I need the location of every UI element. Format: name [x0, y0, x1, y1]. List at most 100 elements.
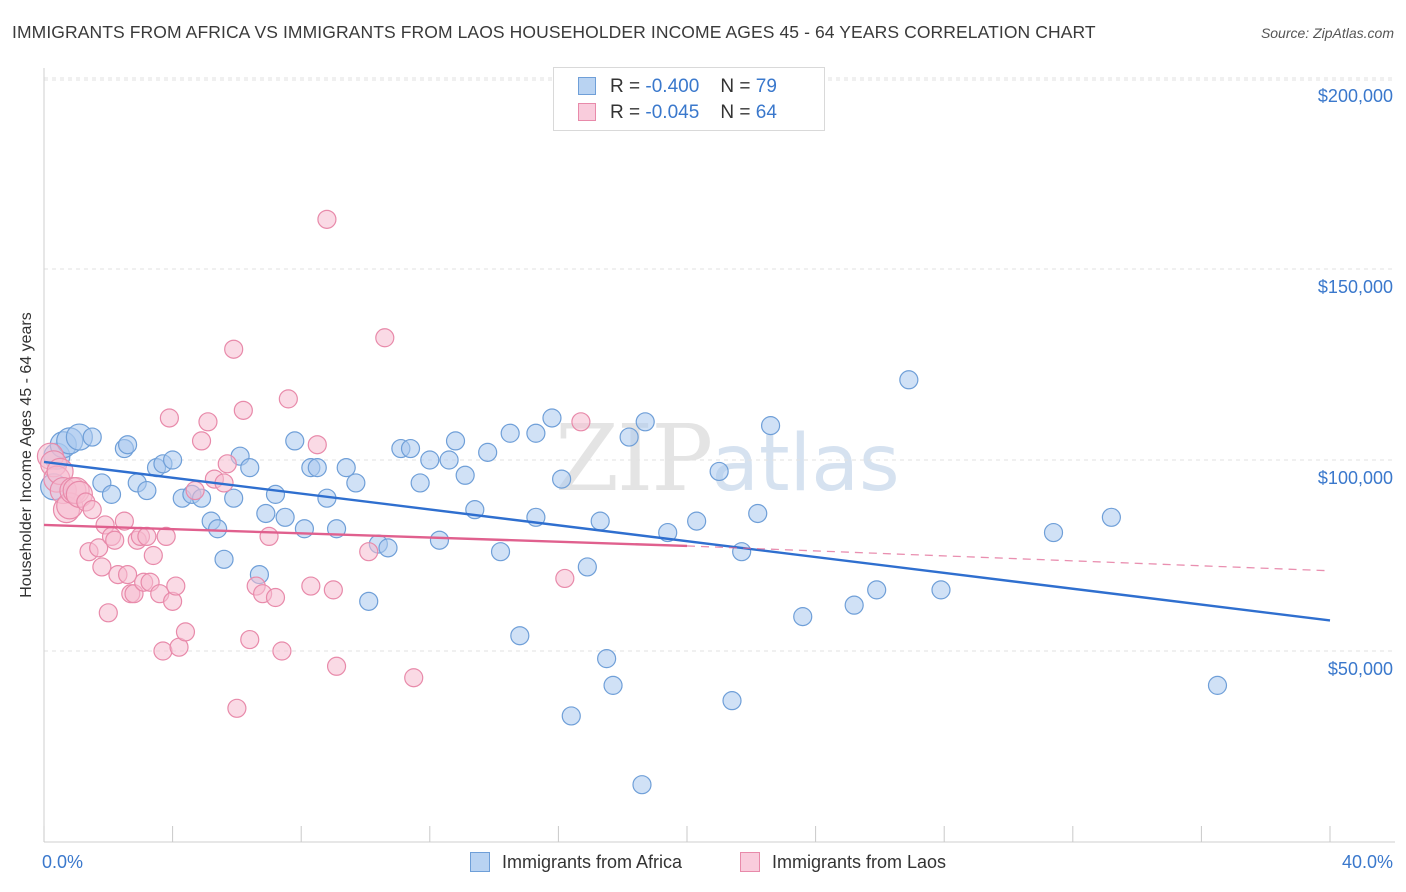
data-point-laos-51	[265, 587, 286, 608]
data-point-africa-31	[307, 458, 327, 478]
data-point-africa-73	[867, 580, 887, 600]
data-point-laos-27	[137, 526, 157, 547]
data-point-africa-44	[439, 450, 459, 470]
legend-row-africa: R = -0.400 N = 79	[578, 76, 777, 98]
y-axis-label: Householder Income Ages 45 - 64 years	[18, 312, 35, 598]
y-tick-label-100000: $100,000	[1317, 468, 1393, 488]
data-point-laos-59	[359, 542, 379, 562]
data-point-laos-47	[240, 629, 260, 650]
data-point-laos-46	[233, 400, 253, 420]
data-point-laos-21	[117, 564, 138, 585]
data-point-africa-40	[400, 438, 421, 459]
legend-n-label-laos: N =	[720, 102, 751, 123]
data-point-laos-55	[307, 435, 327, 455]
data-point-africa-66	[709, 461, 729, 482]
bottom-legend-label-africa: Immigrants from Africa	[502, 852, 683, 872]
trend-line-africa	[43, 460, 1331, 622]
data-point-laos-38	[185, 480, 205, 501]
data-point-laos-63	[571, 412, 591, 432]
data-point-laos-33	[159, 408, 179, 428]
data-point-africa-70	[760, 416, 781, 436]
watermark-atlas: atlas	[711, 419, 900, 509]
data-point-laos-31	[153, 641, 173, 661]
data-point-laos-56	[317, 209, 337, 229]
data-point-laos-13	[89, 538, 109, 558]
data-point-africa-46	[455, 465, 475, 485]
data-point-africa-68	[732, 542, 752, 562]
data-point-laos-60	[375, 328, 395, 348]
data-point-laos-62	[555, 568, 575, 589]
data-point-africa-38	[378, 538, 398, 558]
data-point-africa-65	[687, 511, 707, 531]
data-point-africa-62	[632, 775, 652, 795]
data-point-africa-36	[359, 591, 379, 611]
data-point-africa-51	[510, 626, 530, 646]
data-point-africa-69	[748, 503, 768, 524]
data-point-africa-78	[1207, 675, 1228, 695]
data-point-africa-76	[1043, 522, 1064, 543]
bottom-legend-swatch-africa	[470, 852, 490, 872]
data-point-africa-11	[137, 480, 157, 501]
data-point-laos-54	[301, 576, 321, 596]
x-tick-label-max: 40.0%	[1341, 852, 1393, 872]
data-point-africa-49	[490, 542, 511, 562]
data-point-laos-12	[82, 500, 102, 520]
legend-swatch-africa	[578, 77, 596, 95]
data-point-laos-32	[156, 526, 176, 547]
data-point-africa-74	[899, 370, 919, 390]
data-point-africa-21	[224, 488, 244, 508]
legend-r-value-laos: -0.045	[645, 102, 700, 123]
data-point-laos-16	[98, 603, 118, 623]
data-point-africa-25	[256, 503, 276, 524]
chart-title: IMMIGRANTS FROM AFRICA VS IMMIGRANTS FRO…	[12, 22, 1096, 42]
data-point-laos-14	[92, 557, 112, 577]
data-point-africa-26	[265, 484, 286, 504]
data-point-africa-43	[429, 530, 450, 550]
watermark: ZIPatlas	[555, 405, 900, 512]
correlation-legend: R = -0.400 N = 79 R = -0.045 N = 64	[553, 67, 825, 131]
data-point-laos-61	[404, 668, 424, 688]
data-point-africa-59	[597, 649, 617, 669]
data-point-laos-29	[143, 545, 163, 566]
data-point-africa-71	[793, 607, 813, 627]
data-point-laos-35	[166, 576, 186, 596]
data-point-laos-50	[259, 526, 279, 547]
data-point-africa-42	[420, 450, 440, 470]
legend-n-label-africa: N =	[720, 76, 751, 97]
data-point-africa-5	[82, 427, 102, 447]
legend-swatch-laos	[578, 103, 596, 121]
bottom-legend-swatch-laos	[740, 852, 760, 872]
trend-extension-laos	[686, 545, 1331, 572]
y-tick-label-200000: $200,000	[1317, 86, 1393, 106]
data-point-africa-14	[163, 450, 183, 470]
data-point-laos-20	[114, 511, 134, 531]
data-point-africa-72	[844, 595, 864, 615]
data-point-africa-61	[619, 427, 639, 447]
data-point-africa-23	[240, 458, 260, 478]
y-tick-label-150000: $150,000	[1317, 277, 1393, 297]
data-point-africa-48	[478, 442, 498, 462]
data-point-laos-43	[217, 454, 237, 474]
bottom-legend-label-laos: Immigrants from Laos	[772, 852, 947, 872]
data-point-africa-20	[214, 549, 234, 569]
data-point-laos-52	[272, 641, 292, 661]
data-point-laos-57	[323, 580, 343, 600]
legend-r-label-laos: R =	[610, 102, 641, 123]
legend-row-laos: R = -0.045 N = 64	[578, 102, 777, 124]
data-point-africa-55	[552, 469, 572, 489]
data-point-africa-75	[931, 580, 951, 600]
bottom-legend-laos: Immigrants from Laos	[740, 852, 946, 873]
data-point-laos-53	[278, 389, 298, 409]
bottom-legend-africa: Immigrants from Africa	[470, 852, 682, 873]
data-point-africa-53	[526, 423, 546, 443]
data-point-africa-57	[577, 557, 597, 577]
trend-line-laos	[43, 523, 688, 548]
data-point-laos-45	[227, 698, 247, 718]
data-point-laos-40	[198, 412, 218, 432]
data-point-africa-7	[101, 484, 122, 504]
legend-n-value-africa: 79	[755, 76, 777, 97]
data-point-africa-34	[336, 458, 356, 478]
data-point-laos-58	[326, 656, 347, 676]
data-point-africa-77	[1101, 507, 1121, 527]
